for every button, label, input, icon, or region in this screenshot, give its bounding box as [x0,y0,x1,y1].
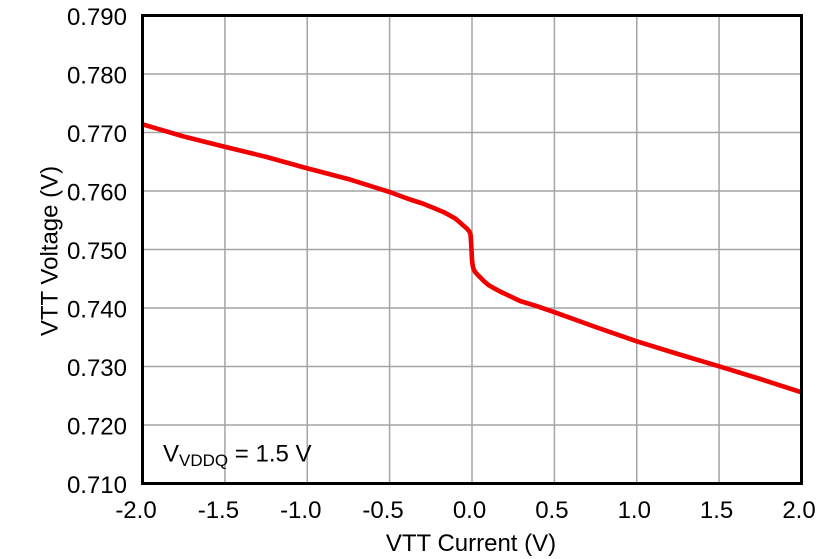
svg-text:-0.5: -0.5 [362,497,403,524]
svg-text:0.750: 0.750 [67,238,127,265]
svg-text:VTT Current (V): VTT Current (V) [386,530,556,557]
svg-text:-1.0: -1.0 [280,497,321,524]
svg-text:VVDDQ = 1.5 V: VVDDQ = 1.5 V [163,441,312,471]
svg-text:0.720: 0.720 [67,414,127,441]
svg-text:1.5: 1.5 [700,497,733,524]
svg-text:0.780: 0.780 [67,63,127,90]
svg-text:0.790: 0.790 [67,4,127,31]
svg-text:0.770: 0.770 [67,121,127,148]
svg-text:0.5: 0.5 [535,497,568,524]
svg-text:0.740: 0.740 [67,297,127,324]
svg-text:0.760: 0.760 [67,180,127,207]
svg-text:0.710: 0.710 [67,472,127,499]
svg-text:1.0: 1.0 [618,497,651,524]
svg-text:-2.0: -2.0 [115,497,156,524]
svg-text:0.730: 0.730 [67,355,127,382]
svg-text:2.0: 2.0 [782,497,815,524]
svg-text:-1.5: -1.5 [198,497,239,524]
svg-text:0.0: 0.0 [453,497,486,524]
svg-text:VTT Voltage (V): VTT Voltage (V) [37,166,64,336]
